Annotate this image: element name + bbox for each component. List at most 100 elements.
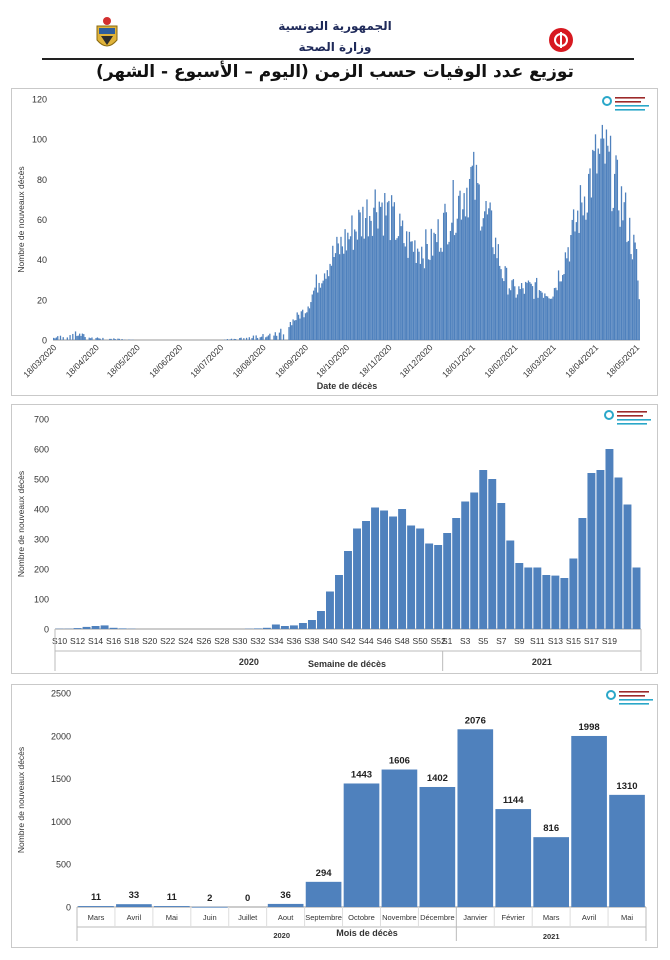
weekly-bar (443, 533, 452, 629)
weekly-bar (533, 567, 542, 629)
daily-bar (102, 337, 104, 340)
daily-bar (80, 335, 82, 340)
daily-bar (315, 274, 318, 340)
daily-bar (455, 232, 457, 340)
y-axis-label: Nombre de nouveaux décès (16, 471, 26, 577)
daily-bar (496, 258, 498, 340)
weekly-bar (73, 628, 82, 629)
daily-bar (393, 202, 396, 340)
daily-bar (332, 245, 334, 340)
daily-bar (334, 253, 337, 340)
daily-bar (293, 320, 296, 340)
monthly-bar (495, 809, 532, 907)
x-tick-label: S48 (395, 636, 410, 646)
monthly-bar (305, 881, 342, 907)
daily-bar (634, 242, 636, 340)
tunisia-coat-of-arms-icon (96, 17, 118, 47)
daily-bar (427, 259, 430, 340)
x-tick-label: S7 (496, 636, 507, 646)
daily-bar (399, 213, 401, 340)
daily-bar (76, 335, 78, 340)
daily-deaths-svg: 0 20 40 60 80 100 120 Nombre de nouveaux décès 1… (16, 95, 649, 391)
group-label-2021: 2021 (543, 932, 560, 941)
daily-bar (84, 337, 86, 340)
daily-bar (577, 210, 579, 340)
weekly-bar (82, 626, 91, 629)
daily-bar (96, 337, 99, 340)
daily-bar (574, 231, 576, 340)
daily-bar (251, 338, 253, 340)
daily-bar (114, 339, 116, 340)
daily-bar (514, 286, 516, 340)
daily-bar (581, 202, 583, 340)
x-axis-label: Date de décès (317, 381, 378, 391)
x-tick-label: S1 (442, 636, 453, 646)
daily-bar (311, 294, 313, 340)
weekly-bar (271, 624, 280, 629)
weekly-bar (316, 611, 325, 629)
x-tick-label: S11 (530, 636, 545, 646)
daily-bar (600, 138, 602, 340)
daily-bar (442, 212, 445, 340)
y-axis-label: Nombre de nouveaux décès (16, 166, 26, 272)
daily-bar (484, 211, 486, 340)
daily-bar (512, 279, 515, 340)
x-tick-label: S46 (377, 636, 392, 646)
x-tick-label: 18/05/2021 (604, 342, 641, 379)
monthly-bar (116, 904, 152, 907)
daily-bar (245, 337, 248, 340)
daily-bar (296, 312, 298, 340)
monthly-bar (191, 906, 228, 908)
x-tick-label: S9 (514, 636, 525, 646)
monthly-bar (78, 906, 114, 907)
daily-bar (292, 319, 294, 340)
daily-bar (423, 268, 426, 340)
daily-bar (523, 293, 525, 340)
daily-bar (633, 234, 635, 340)
daily-bar (566, 258, 568, 340)
daily-bar (622, 220, 624, 340)
x-tick-label: S36 (286, 636, 301, 646)
daily-bar (233, 338, 235, 340)
weekly-bar (362, 521, 370, 629)
daily-bar (66, 337, 68, 340)
daily-bar (414, 240, 416, 340)
daily-bar (266, 336, 268, 340)
daily-bar (308, 308, 311, 340)
daily-bar (113, 338, 115, 340)
weekly-bar (461, 501, 470, 629)
daily-bar (274, 332, 276, 340)
daily-bar (549, 298, 551, 340)
daily-bar (548, 298, 550, 340)
daily-bar (352, 249, 354, 340)
daily-bar (128, 339, 130, 340)
daily-bar (121, 339, 123, 340)
daily-bar (553, 288, 556, 340)
daily-bar (69, 335, 71, 340)
daily-bar (426, 244, 428, 340)
daily-bar (463, 193, 465, 340)
observatory-logo-icon (604, 410, 651, 425)
weekly-bar (605, 449, 614, 629)
daily-bar (608, 151, 610, 340)
daily-bar (638, 299, 640, 340)
daily-bar (407, 257, 409, 340)
daily-bar (410, 241, 412, 340)
daily-bar (623, 202, 625, 340)
daily-bar (358, 209, 360, 340)
daily-bar (312, 290, 315, 340)
daily-bar (299, 318, 301, 340)
daily-bar (637, 280, 639, 340)
daily-bar (297, 314, 300, 340)
y-tick-label: 1000 (51, 817, 71, 827)
daily-bar (467, 217, 469, 340)
daily-bar (570, 235, 572, 340)
daily-bar (438, 251, 441, 340)
x-tick-label: 18/10/2020 (314, 342, 351, 379)
daily-bar (351, 215, 353, 340)
weekly-bar (398, 509, 407, 629)
daily-bar (448, 241, 450, 340)
daily-bar (592, 149, 594, 340)
daily-bar (300, 311, 302, 340)
weekly-bar (380, 510, 389, 629)
